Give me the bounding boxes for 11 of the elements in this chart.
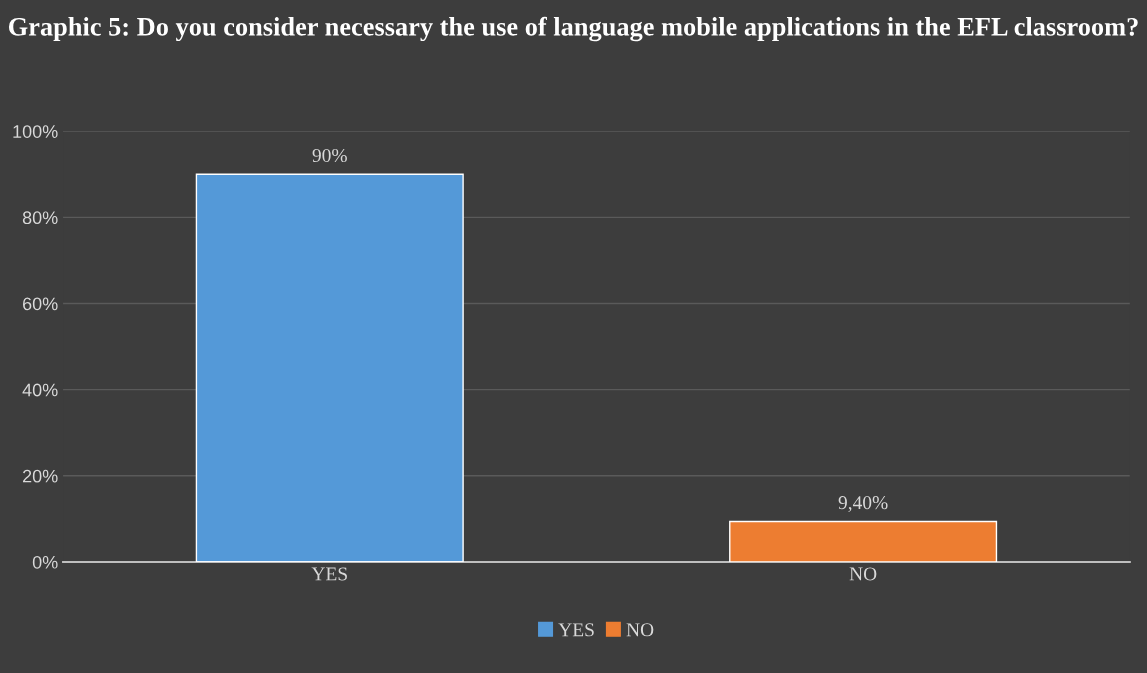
data-label: 9,40% xyxy=(838,496,888,512)
legend-label: YES xyxy=(558,623,594,637)
y-tick-label: 100% xyxy=(13,125,58,138)
y-tick-label: 40% xyxy=(22,383,58,397)
data-label: 90% xyxy=(312,148,347,163)
y-tick-label: 20% xyxy=(23,469,58,483)
chart-title: Graphic 5: Do you consider necessary the use of language mobile applications in the EFL classroom? xyxy=(8,16,1138,42)
y-tick-label: 60% xyxy=(23,297,58,311)
y-tick-label: 0% xyxy=(32,555,58,569)
legend-label: NO xyxy=(626,623,654,637)
y-tick-label: 80% xyxy=(22,211,58,225)
